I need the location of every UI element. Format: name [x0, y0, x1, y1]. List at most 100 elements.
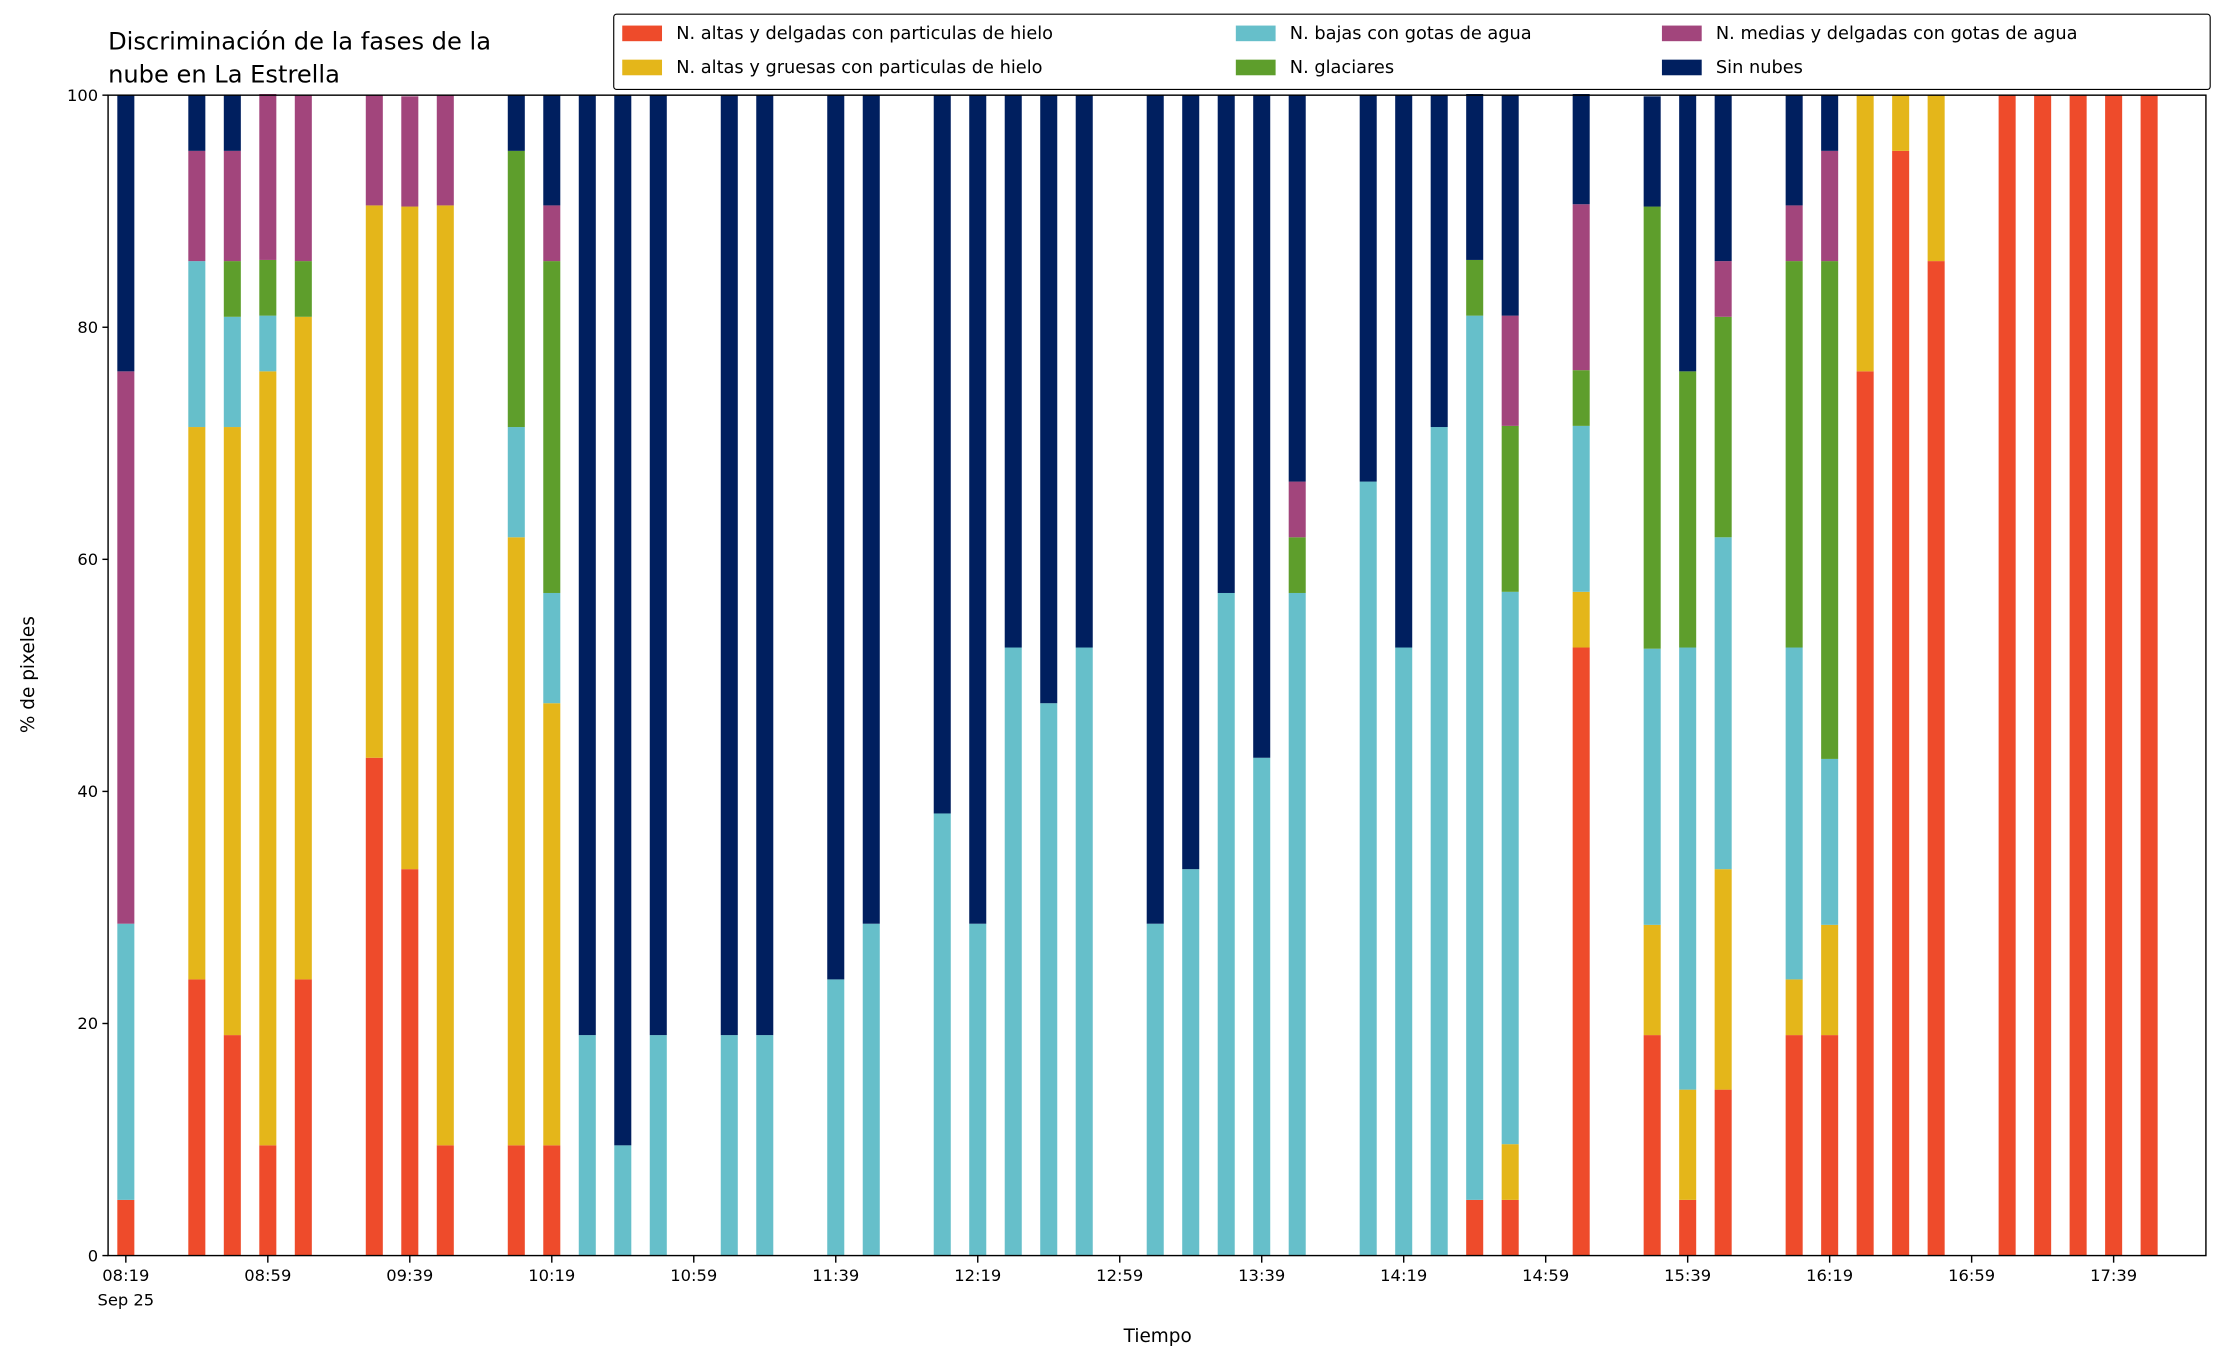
bar-segment	[1679, 371, 1697, 648]
bar-segment	[933, 95, 951, 814]
bar-segment	[1359, 481, 1377, 1256]
bar-segment	[365, 757, 383, 1256]
bar-segment	[223, 150, 241, 262]
bar-segment	[1004, 95, 1022, 648]
legend-box	[613, 13, 2211, 91]
bar-segment	[543, 1145, 561, 1256]
bar-segment	[1714, 261, 1732, 317]
bar-segment	[1679, 1089, 1697, 1200]
bar-segment	[259, 1145, 277, 1256]
bar-segment	[1821, 924, 1839, 1036]
bar-segment	[1288, 481, 1306, 538]
bar-segment	[188, 261, 206, 428]
legend-label: N. bajas con gotas de agua	[1290, 24, 1532, 44]
bar-segment	[365, 95, 383, 206]
x-tick-label: 09:39	[386, 1266, 433, 1285]
bar-segment	[1040, 95, 1058, 704]
x-tick-label: 17:39	[2090, 1266, 2137, 1285]
bar-segment	[1856, 371, 1874, 1256]
bar-segment	[436, 1145, 454, 1256]
bar-segment	[543, 703, 561, 1146]
bar-segment	[2034, 95, 2052, 1256]
bar-segment	[1856, 95, 1874, 372]
bar-segment	[1572, 370, 1590, 426]
bar-segment	[1217, 95, 1235, 593]
bar-segment	[365, 205, 383, 758]
bar-segment	[1785, 979, 1803, 1036]
bar-segment	[969, 95, 987, 924]
bar-segment	[1785, 1035, 1803, 1256]
bar-segment	[1927, 95, 1945, 262]
legend-swatch	[1661, 25, 1702, 42]
bar-segment	[1714, 537, 1732, 870]
bar-segment	[223, 316, 241, 428]
bar-segment	[188, 95, 206, 151]
bar-segment	[1679, 647, 1697, 1090]
bar-segment	[1572, 425, 1590, 592]
bar-segment	[401, 206, 419, 870]
bar-segment	[756, 95, 774, 1036]
bar-segment	[1892, 95, 1910, 151]
bar-segment	[578, 95, 596, 1036]
bar-segment	[1643, 924, 1661, 1036]
bar-segment	[1821, 758, 1839, 925]
bar-segment	[1821, 150, 1839, 262]
bar-segment	[259, 94, 277, 260]
bar-segment	[436, 95, 454, 206]
x-tick-label: 15:39	[1664, 1266, 1711, 1285]
bar-segment	[1466, 315, 1484, 1200]
bar-segment	[117, 95, 135, 372]
bar-segment	[507, 537, 525, 1146]
bar-segment	[401, 96, 419, 207]
y-tick-label: 80	[77, 318, 98, 337]
bar-segment	[1643, 648, 1661, 925]
y-tick-label: 0	[88, 1246, 98, 1265]
bar-segment	[1785, 95, 1803, 206]
bar-segment	[543, 261, 561, 593]
bar-segment	[1146, 95, 1164, 924]
x-tick-label: 10:19	[528, 1266, 575, 1285]
bar-segment	[2069, 95, 2087, 1256]
bar-segment	[1714, 95, 1732, 262]
x-tick-label: 12:59	[1096, 1266, 1143, 1285]
x-tick-label: 10:59	[670, 1266, 717, 1285]
bar-segment	[188, 979, 206, 1256]
bar-segment	[1075, 95, 1093, 648]
bar-segment	[294, 261, 312, 317]
bar-segment	[1572, 647, 1590, 1256]
bar-segment	[259, 259, 277, 316]
bar-segment	[1501, 315, 1519, 426]
bar-segment	[1785, 205, 1803, 262]
bar-segment	[1501, 425, 1519, 592]
bar-segment	[1821, 261, 1839, 759]
bar-segment	[862, 923, 880, 1256]
legend-swatch	[622, 59, 663, 76]
y-tick-label: 60	[77, 550, 98, 569]
x-tick-label: 13:39	[1238, 1266, 1285, 1285]
x-axis-label: Tiempo	[1123, 1326, 1192, 1347]
bar-segment	[614, 1145, 632, 1256]
bar-segment	[1501, 591, 1519, 1145]
legend-swatch	[1661, 59, 1702, 76]
bar-segment	[827, 979, 845, 1256]
bar-segment	[259, 371, 277, 1146]
bar-segment	[1395, 95, 1413, 648]
bar-segment	[1927, 261, 1945, 1256]
y-axis-label: % de pixeles	[18, 616, 39, 733]
bar-segment	[294, 316, 312, 980]
legend-label: N. altas y delgadas con particulas de hi…	[676, 24, 1053, 44]
bar-segment	[1466, 1199, 1484, 1256]
bar-segment	[1253, 95, 1271, 758]
bar-segment	[1821, 95, 1839, 151]
legend-swatch	[1235, 25, 1276, 42]
bar-segment	[117, 371, 135, 924]
bar-segment	[756, 1035, 774, 1256]
bar-segment	[188, 150, 206, 262]
bar-segment	[223, 1035, 241, 1256]
bar-segment	[1288, 592, 1306, 1256]
x-tick-label: 08:19	[102, 1266, 149, 1285]
x-date-label: Sep 25	[97, 1290, 154, 1309]
bar-segment	[1182, 95, 1200, 870]
x-tick-label: 16:59	[1948, 1266, 1995, 1285]
bar-segment	[827, 95, 845, 980]
